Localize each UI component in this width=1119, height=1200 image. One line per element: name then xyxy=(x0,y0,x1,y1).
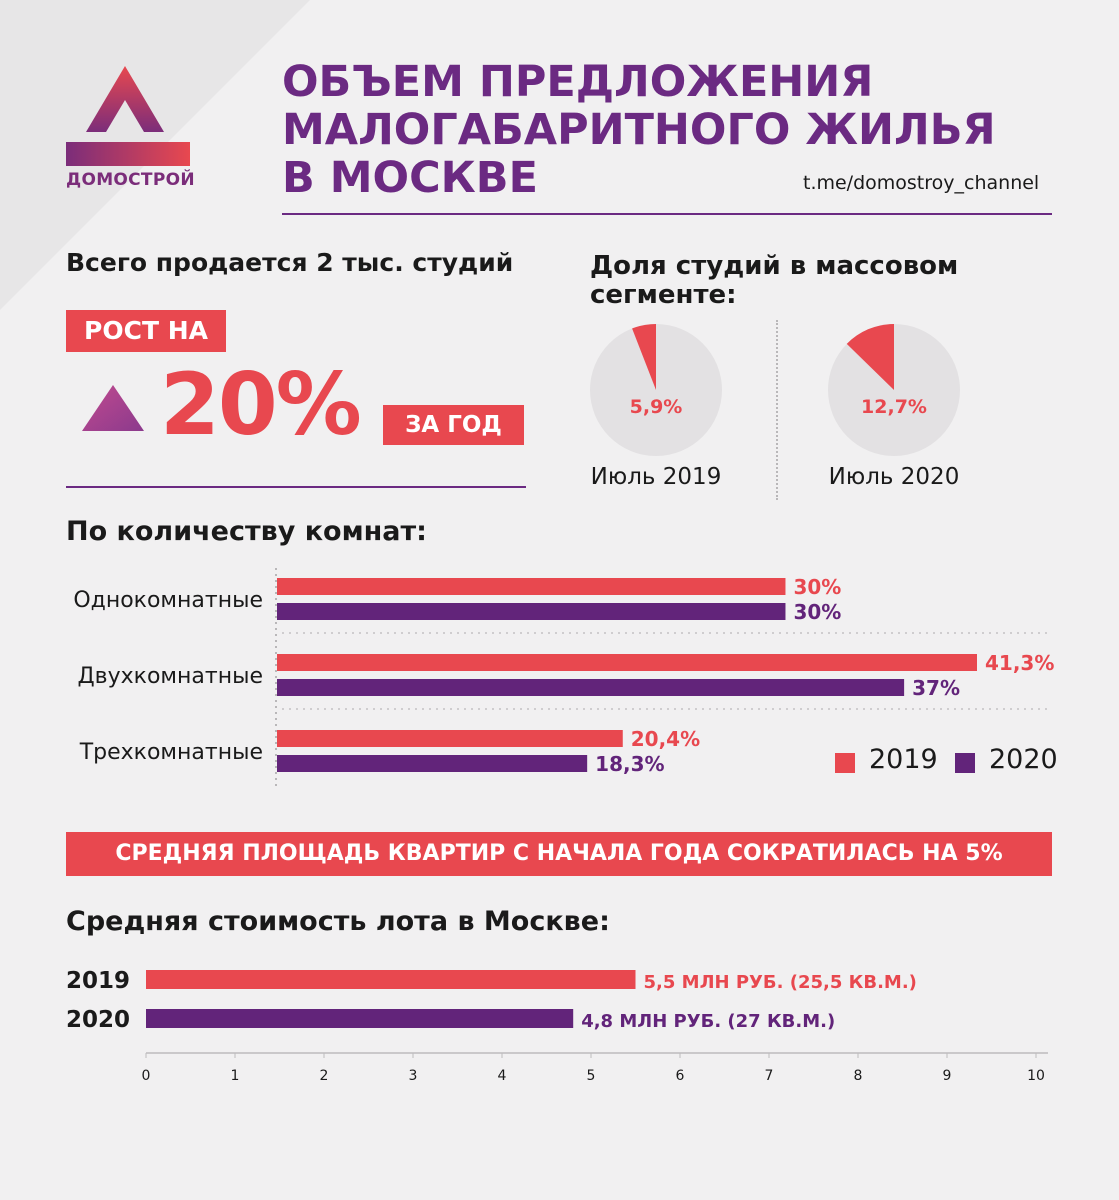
pie-slice xyxy=(632,324,656,390)
logo-icon xyxy=(66,66,190,166)
tick-label: 6 xyxy=(676,1068,685,1084)
share-title-line: сегменте: xyxy=(590,280,737,310)
tick-label: 2 xyxy=(320,1068,329,1084)
data-label: 30% xyxy=(793,600,841,624)
total-studios-label: Всего продается 2 тыс. студий xyxy=(66,248,514,277)
data-label: 18,3% xyxy=(595,752,664,776)
tick-label: 4 xyxy=(498,1068,507,1084)
cost-bar-chart: 2019 5,5 МЛН РУБ. (25,5 КВ.М.)2020 4,8 МЛН… xyxy=(66,968,1048,1084)
rooms-bar-chart: Однокомнатные 30%30% Двухкомнатные 41,3% 37%… xyxy=(73,568,1054,788)
bar xyxy=(277,755,588,772)
bar xyxy=(146,1009,574,1028)
divider xyxy=(282,213,1052,215)
bar xyxy=(277,679,905,696)
title-line: В МОСКВЕ xyxy=(282,153,538,203)
pie-value-label: 5,9% xyxy=(629,396,683,418)
legend-swatch xyxy=(955,753,975,773)
tick-label: 10 xyxy=(1027,1068,1045,1084)
area-decrease-banner: СРЕДНЯЯ ПЛОЩАДЬ КВАРТИР С НАЧАЛА ГОДА СО… xyxy=(66,832,1052,876)
growth-prefix-badge: РОСТ НА xyxy=(66,310,226,352)
category-label: Трехкомнатные xyxy=(79,740,263,765)
category-label: Двухкомнатные xyxy=(77,664,263,689)
tick-label: 0 xyxy=(142,1068,151,1084)
channel-link[interactable]: t.me/domostroy_channel xyxy=(803,172,1040,194)
logo-text: ДОМОСТРОЙ xyxy=(66,170,195,190)
bar xyxy=(146,970,636,989)
bar xyxy=(277,578,786,595)
pie-value-label: 12,7% xyxy=(861,396,927,418)
data-label: 4,8 МЛН РУБ. (27 КВ.М.) xyxy=(581,1011,835,1032)
rooms-chart-title: По количеству комнат: xyxy=(66,516,427,547)
tick-label: 7 xyxy=(765,1068,774,1084)
category-label: 2020 xyxy=(66,1007,130,1033)
separator xyxy=(776,320,778,500)
data-label: 37% xyxy=(912,676,960,700)
data-label: 5,5 МЛН РУБ. (25,5 КВ.М.) xyxy=(644,972,917,993)
bar xyxy=(277,603,786,620)
pie-chart-2019 xyxy=(590,324,722,456)
triangle-up-icon xyxy=(82,385,144,431)
data-label: 20,4% xyxy=(631,727,700,751)
pie-chart-2020 xyxy=(828,324,960,456)
divider xyxy=(66,486,526,488)
legend-label: 2019 xyxy=(869,744,938,775)
share-title: Доля студий в массовом сегменте: xyxy=(590,252,958,310)
title-line: МАЛОГАБАРИТНОГО ЖИЛЬЯ xyxy=(282,105,996,155)
cost-chart-title: Средняя стоимость лота в Москве: xyxy=(66,906,610,937)
share-title-line: Доля студий в массовом xyxy=(590,251,959,281)
category-label: 2019 xyxy=(66,968,130,994)
bar xyxy=(277,730,623,747)
pie-slice xyxy=(846,324,894,390)
legend-label: 2020 xyxy=(989,744,1058,775)
data-label: 41,3% xyxy=(985,651,1054,675)
tick-label: 9 xyxy=(943,1068,952,1084)
growth-suffix-badge: ЗА ГОД xyxy=(383,405,524,445)
bar xyxy=(277,654,977,671)
page-title: ОБЪЕМ ПРЕДЛОЖЕНИЯ МАЛОГАБАРИТНОГО ЖИЛЬЯ … xyxy=(282,57,996,203)
tick-label: 1 xyxy=(231,1068,240,1084)
tick-label: 3 xyxy=(409,1068,418,1084)
legend-swatch xyxy=(835,753,855,773)
data-label: 30% xyxy=(793,575,841,599)
pie-caption: Июль 2019 xyxy=(590,464,722,490)
category-label: Однокомнатные xyxy=(73,588,263,613)
title-line: ОБЪЕМ ПРЕДЛОЖЕНИЯ xyxy=(282,57,874,107)
growth-value: 20% xyxy=(160,355,362,455)
tick-label: 5 xyxy=(587,1068,596,1084)
pie-caption: Июль 2020 xyxy=(828,464,960,490)
tick-label: 8 xyxy=(854,1068,863,1084)
